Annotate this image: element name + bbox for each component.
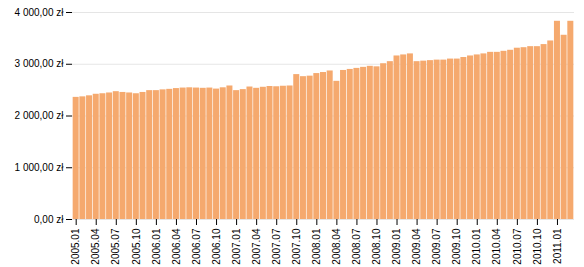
svg-text:2006.07: 2006.07: [191, 228, 202, 265]
svg-text:2006.04: 2006.04: [171, 228, 182, 265]
svg-text:2009.04: 2009.04: [411, 228, 422, 265]
svg-text:2005.04: 2005.04: [90, 228, 101, 265]
svg-text:2005.10: 2005.10: [131, 228, 142, 265]
svg-text:2007.01: 2007.01: [231, 228, 242, 265]
svg-text:2008.07: 2008.07: [351, 228, 362, 265]
svg-text:2010.04: 2010.04: [491, 228, 502, 265]
svg-text:2005.07: 2005.07: [110, 228, 121, 265]
svg-text:1 000,00 zł: 1 000,00 zł: [15, 162, 65, 173]
svg-text:2005.01: 2005.01: [70, 228, 81, 265]
svg-text:2 000,00 zł: 2 000,00 zł: [15, 110, 65, 121]
svg-text:2007.10: 2007.10: [291, 228, 302, 265]
svg-text:4 000,00 zł: 4 000,00 zł: [15, 7, 65, 18]
svg-text:0,00 zł: 0,00 zł: [34, 214, 64, 225]
svg-text:2006.01: 2006.01: [151, 228, 162, 265]
svg-text:2011.01: 2011.01: [552, 228, 563, 264]
svg-text:2006.10: 2006.10: [211, 228, 222, 265]
svg-text:2008.01: 2008.01: [311, 228, 322, 265]
svg-text:3 000,00 zł: 3 000,00 zł: [15, 58, 65, 69]
svg-text:2009.01: 2009.01: [391, 228, 402, 265]
svg-text:2010.07: 2010.07: [512, 228, 523, 265]
svg-text:2007.07: 2007.07: [271, 228, 282, 265]
svg-text:2009.10: 2009.10: [451, 228, 462, 265]
svg-text:2009.07: 2009.07: [431, 228, 442, 265]
svg-text:2010.01: 2010.01: [471, 228, 482, 265]
svg-text:2008.04: 2008.04: [331, 228, 342, 265]
svg-text:2008.10: 2008.10: [371, 228, 382, 265]
svg-text:2010.10: 2010.10: [532, 228, 543, 265]
svg-text:2007.04: 2007.04: [251, 228, 262, 265]
